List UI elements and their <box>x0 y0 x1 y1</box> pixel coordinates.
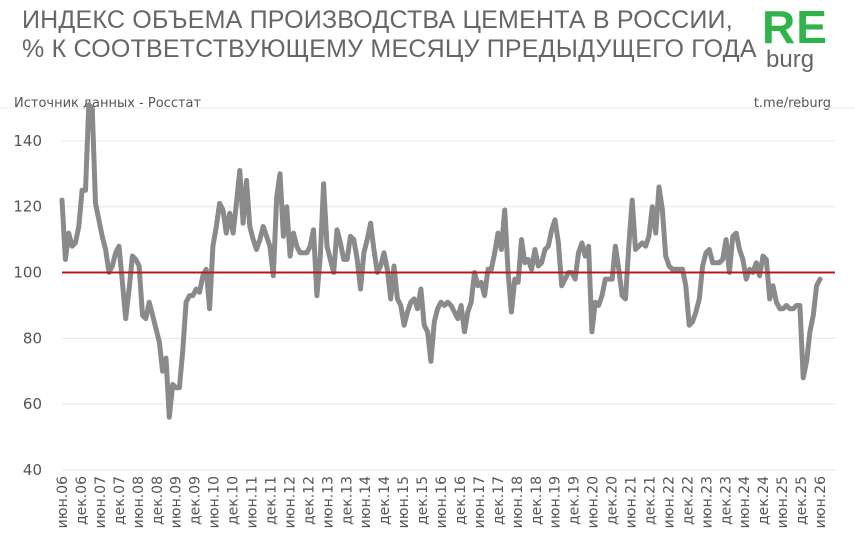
y-tick-label: 60 <box>23 395 42 413</box>
chart-title-line-1: ИНДЕКС ОБЪЕМА ПРОИЗВОДСТВА ЦЕМЕНТА В РОС… <box>22 6 733 34</box>
x-tick-label: дек.21 <box>642 476 658 525</box>
x-tick-label: дек.06 <box>74 476 90 525</box>
logo-re-text: RE <box>762 1 828 53</box>
x-tick-label: июн.26 <box>813 476 829 528</box>
series-line-cement-index <box>59 102 823 420</box>
x-tick-label: дек.22 <box>680 476 696 525</box>
x-tick-label: дек.08 <box>150 476 166 525</box>
telegram-channel-link[interactable]: t.me/reburg <box>753 96 831 111</box>
x-tick-label: дек.19 <box>567 476 583 525</box>
x-tick-label: июн.19 <box>548 476 564 528</box>
y-tick-label: 100 <box>13 264 42 282</box>
x-tick-label: дек.12 <box>301 476 317 525</box>
reburg-logo: RE burg <box>762 4 832 72</box>
x-tick-label: дек.23 <box>718 476 734 525</box>
logo-burg-text: burg <box>766 46 815 73</box>
x-tick-label: июн.08 <box>131 476 147 528</box>
x-tick-label: июн.16 <box>434 476 450 528</box>
x-tick-label: июн.15 <box>396 476 412 528</box>
x-tick-label: дек.16 <box>453 476 469 525</box>
y-tick-label: 80 <box>23 329 42 347</box>
x-axis-ticks: июн.06 дек.06 июн.07 дек.07 июн.08 дек.08 июн.… <box>55 476 829 528</box>
x-tick-label: июн.23 <box>699 476 715 528</box>
x-tick-label: июн.24 <box>737 476 753 528</box>
y-tick-label: 120 <box>13 198 42 216</box>
x-tick-label: июн.21 <box>624 476 640 528</box>
x-tick-label: дек.09 <box>188 476 204 525</box>
x-tick-label: дек.18 <box>529 476 545 525</box>
x-tick-label: июн.17 <box>472 476 488 528</box>
x-tick-label: июн.13 <box>320 476 336 528</box>
x-tick-label: дек.11 <box>263 476 279 525</box>
chart-title-line-2: % К СООТВЕТСТВУЮЩЕМУ МЕСЯЦУ ПРЕДЫДУЩЕГО … <box>22 35 757 63</box>
y-tick-label: 140 <box>13 132 42 150</box>
x-tick-label: июн.09 <box>169 476 185 528</box>
y-axis-ticks: 40 60 80 100 120 140 <box>13 132 42 479</box>
x-tick-label: июн.25 <box>775 476 791 528</box>
x-tick-label: дек.13 <box>339 476 355 525</box>
y-tick-label: 40 <box>23 461 42 479</box>
x-tick-label: июн.14 <box>358 476 374 528</box>
x-tick-label: дек.17 <box>491 476 507 525</box>
x-tick-label: июн.07 <box>93 476 109 528</box>
x-tick-label: дек.10 <box>226 476 242 525</box>
x-tick-label: дек.20 <box>605 476 621 525</box>
x-tick-label: дек.07 <box>112 476 128 525</box>
x-tick-label: дек.14 <box>377 476 393 525</box>
x-tick-label: июн.18 <box>510 476 526 528</box>
chart-title: ИНДЕКС ОБЪЕМА ПРОИЗВОДСТВА ЦЕМЕНТА В РОС… <box>22 6 757 64</box>
x-tick-label: дек.24 <box>756 476 772 525</box>
x-tick-label: июн.12 <box>282 476 298 528</box>
x-tick-label: дек.25 <box>794 476 810 525</box>
x-tick-label: июн.10 <box>207 476 223 528</box>
x-tick-label: июн.06 <box>55 476 71 528</box>
x-tick-label: июн.22 <box>661 476 677 528</box>
x-tick-label: дек.15 <box>415 476 431 525</box>
data-source-label: Источник данных - Росстат <box>14 96 202 111</box>
x-tick-label: июн.11 <box>245 476 261 528</box>
x-tick-label: июн.20 <box>586 476 602 528</box>
